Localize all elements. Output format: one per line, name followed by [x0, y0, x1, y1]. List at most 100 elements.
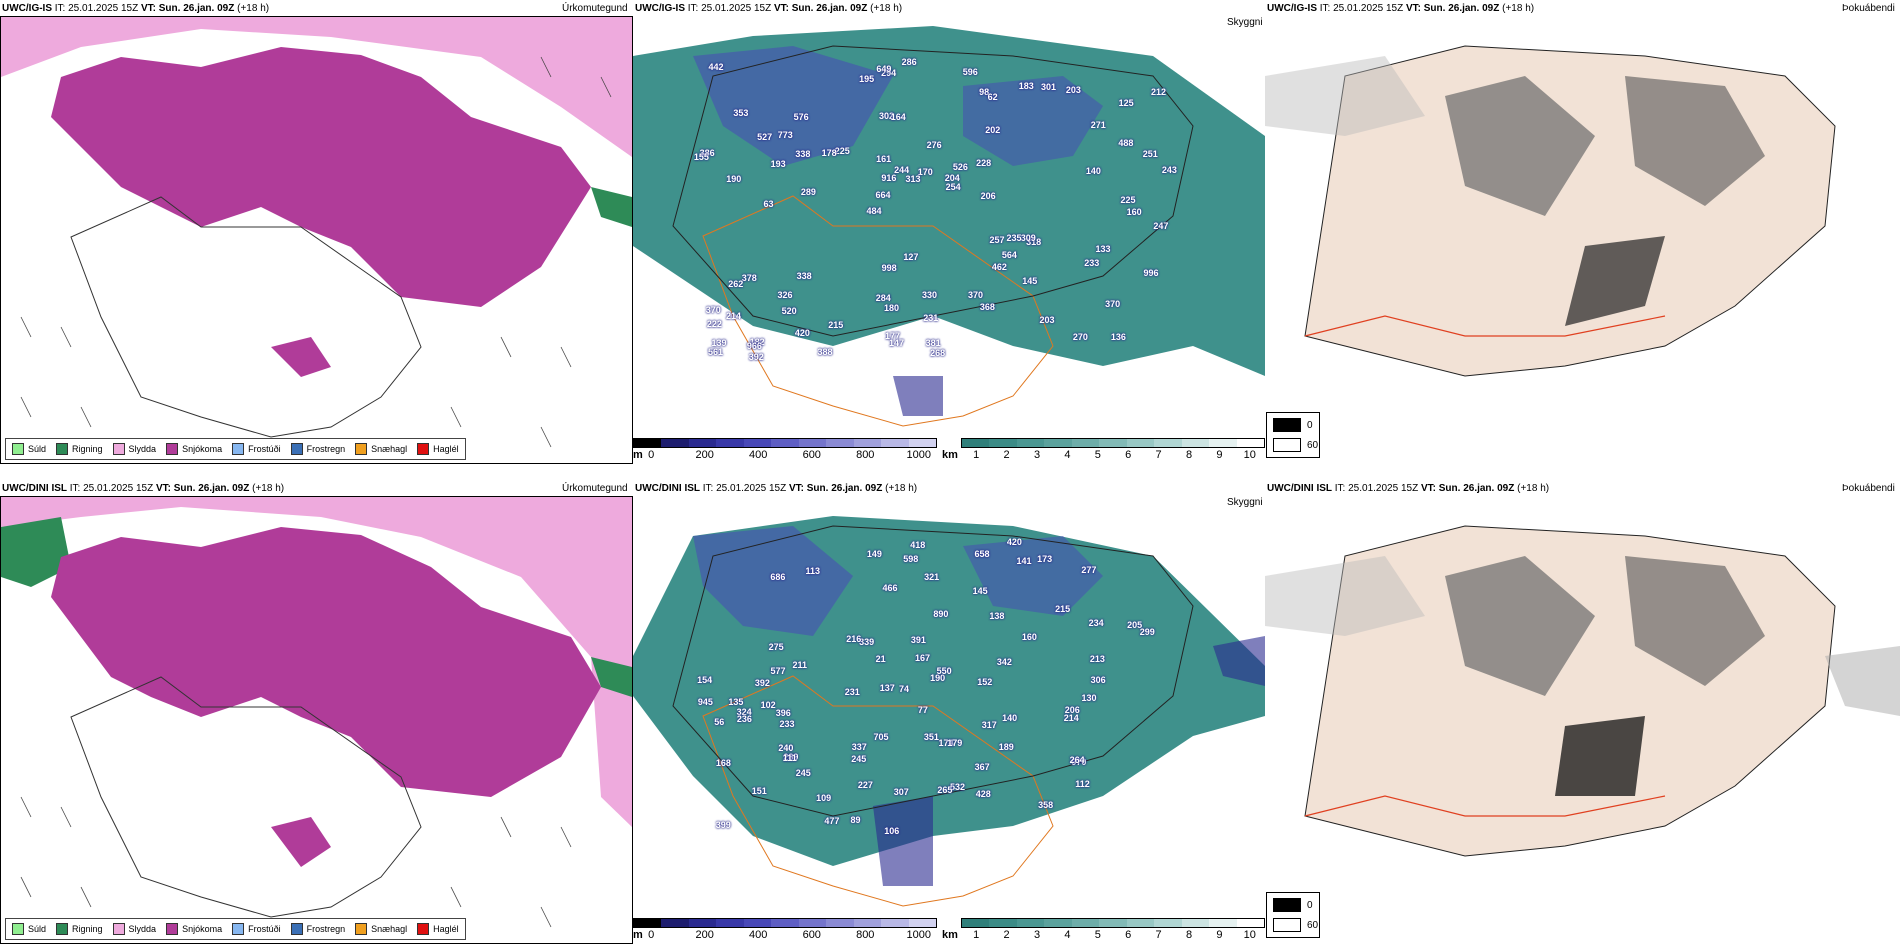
cloud-base-point-label: 527: [757, 132, 773, 143]
legend-item: Frostregn: [290, 443, 345, 455]
colorbar-tick-label: 6: [1125, 449, 1132, 461]
colorbar-tick-label: 3: [1033, 449, 1041, 461]
colorbar-step: [771, 919, 799, 927]
cloud-base-point-label: 338: [795, 148, 811, 159]
cloud-base-point-label: 488: [1118, 138, 1134, 149]
colorbar-step: [716, 439, 744, 447]
legend-item: Frostúði: [232, 923, 281, 935]
cloud-base-point-label: 289: [800, 187, 816, 198]
legend-item: Rigning: [56, 923, 103, 935]
legend-label: Snæhagl: [371, 924, 408, 934]
legend-swatch: [290, 443, 303, 455]
cloud-base-point-label: 204: [944, 173, 960, 184]
colorbar-tick-label: 600: [802, 449, 821, 461]
it-value: 25.01.2025 15Z: [1348, 483, 1419, 494]
vt-value: Sun. 26.jan. 09Z: [158, 3, 235, 14]
cloud-base-point-label: 214: [1063, 713, 1079, 724]
lead-time: (+18 h): [252, 483, 285, 494]
it-value: 25.01.2025 15Z: [83, 483, 154, 494]
cloud-base-point-label: 391: [910, 635, 926, 645]
cloud-base-point-label: 152: [977, 676, 993, 687]
cloud-base-point-label: 245: [851, 753, 867, 764]
colorbar-step: [716, 919, 744, 927]
cloud-base-point-label: 277: [1081, 564, 1097, 575]
cloud-type-label: Skyggni: [1227, 17, 1263, 28]
cloud-base-point-label: 205: [1127, 619, 1143, 630]
colorbar-step: [1016, 439, 1045, 447]
colorbar-step: [1181, 439, 1210, 447]
coastline: [672, 45, 1194, 337]
legend-item: Snjókoma: [166, 923, 222, 935]
cloud-base-point-label: 386: [699, 147, 715, 158]
cloud-base-point-label: 392: [754, 677, 770, 688]
lead-time: (+18 h): [885, 483, 918, 494]
row2-precip-panel: UWC/DINI ISL IT: 25.01.2025 15Z VT: Sun.…: [0, 480, 633, 945]
colorbar-step: [1016, 919, 1045, 927]
legend-label: Frostregn: [306, 924, 346, 934]
fog-legend-label: 60: [1307, 919, 1319, 931]
colorbar-step: [661, 439, 689, 447]
colorbar-step: [1126, 439, 1155, 447]
cloud-base-point-label: 945: [697, 696, 713, 707]
colorbar-step: [962, 439, 990, 447]
cloud-base-point-label: 149: [866, 548, 882, 559]
cloud-base-point-label: 318: [1026, 236, 1042, 247]
vt-label: VT:: [140, 3, 156, 14]
fog-index-dark: [1555, 716, 1645, 796]
cloud-base-point-label: 462: [991, 262, 1007, 273]
cloud-base-point-label: 254: [945, 181, 961, 192]
colorbar-step: [826, 919, 854, 927]
cloud-base-point-label: 139: [711, 338, 727, 349]
lead-time: (+18 h): [237, 3, 270, 14]
colorbar-tick-label: 2: [1003, 929, 1010, 941]
colorbar-step: [1071, 439, 1100, 447]
visibility-colorbar: [961, 438, 1265, 448]
precip-map-frame: Súld Rigning Slydda Snjókoma Frostúði Fr…: [0, 496, 633, 944]
colorbar-tick-label: 0: [648, 449, 655, 461]
cloud-base-point-label: 370: [968, 289, 984, 300]
colorbar-tick-label: 4: [1064, 929, 1071, 941]
cloud-base-point-label: 577: [770, 665, 786, 676]
cloud-base-point-label: 225: [1120, 195, 1136, 206]
coastline: [70, 676, 422, 918]
row1-cloud-title: UWC/IG-IS IT: 25.01.2025 15Z VT: Sun. 26…: [635, 3, 902, 14]
visibility-unit: km: [942, 449, 958, 461]
cloud-base-point-label: 155: [693, 151, 709, 162]
cloud-base-point-label: 89: [850, 815, 861, 826]
legend-swatch: [112, 923, 125, 935]
cloud-base-point-label: 576: [793, 112, 809, 122]
cloud-base-point-label: 466: [882, 582, 898, 593]
colorbar-tick-label: 7: [1155, 449, 1162, 461]
cloud-base-point-label: 289: [783, 752, 799, 763]
vt-value: Sun. 26.jan. 09Z: [806, 483, 883, 494]
colorbar-step: [853, 439, 882, 447]
colorbar-step: [881, 439, 909, 447]
legend-item: Snæhagl: [355, 443, 407, 455]
road-network: [702, 195, 1054, 427]
cloud-base-point-label: 996: [1143, 267, 1159, 278]
it-label: IT:: [702, 483, 714, 494]
cloud-base-point-label: 170: [917, 167, 933, 178]
cloud-base-point-label: 324: [736, 707, 752, 718]
precip-map: [1, 17, 632, 463]
cloud-base-point-label: 21: [875, 653, 886, 664]
lead-time: (+18 h): [1502, 3, 1535, 14]
cloud-base-point-label: 306: [1090, 675, 1106, 686]
fog-index-dark: [1445, 76, 1595, 216]
cloud-base-point-label: 550: [936, 666, 952, 677]
it-value: 25.01.2025 15Z: [68, 3, 139, 14]
legend-swatch: [12, 443, 24, 455]
legend-swatch: [355, 923, 368, 935]
cloud-base-point-label: 235: [1006, 232, 1022, 243]
fog-map: [1265, 45, 1836, 377]
legend-item: Haglél: [417, 443, 459, 455]
cloud-base-point-label: 180: [883, 302, 899, 313]
cloud-base-point-label: 102: [760, 699, 776, 710]
precip-map-frame: Súld Rigning Slydda Snjókoma Frostúði Fr…: [0, 16, 633, 464]
cloud-base-point-label: 773: [777, 129, 793, 140]
legend-label: Snæhagl: [371, 444, 408, 454]
colorbar-tick-label: 1000: [906, 929, 931, 941]
cloud-base-point-label: 203: [1039, 315, 1055, 326]
cloud-base-point-label: 206: [980, 190, 996, 201]
cloud-base-point-label: 442: [708, 61, 724, 72]
